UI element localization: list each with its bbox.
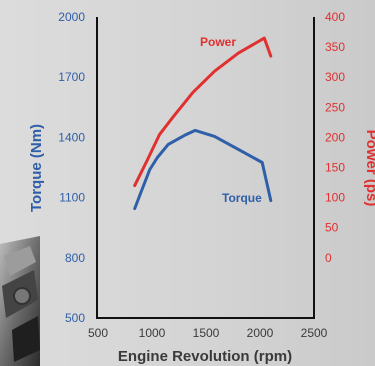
y-right-tick-label: 150 <box>325 161 345 175</box>
y-right-tick-label: 250 <box>325 100 345 114</box>
series-label-torque: Torque <box>222 191 262 205</box>
y-left-tick-label: 1400 <box>58 130 85 144</box>
y-left-tick-label: 1700 <box>58 70 85 84</box>
y-axis-title-right: Power (ps) <box>363 130 375 207</box>
x-tick-label: 2000 <box>247 326 274 340</box>
y-left-tick-label: 500 <box>65 311 85 325</box>
power-series-line <box>133 36 273 188</box>
series-label-power: Power <box>200 35 236 49</box>
y-right-tick-label: 300 <box>325 70 345 84</box>
x-tick-label: 500 <box>88 326 108 340</box>
x-tick-label: 1500 <box>193 326 220 340</box>
y-right-tick-label: 400 <box>325 10 345 24</box>
x-tick-label: 1000 <box>139 326 166 340</box>
x-axis-title: Engine Revolution (rpm) <box>118 348 292 365</box>
torque-series-line <box>133 128 273 211</box>
engine-photo <box>0 236 40 366</box>
y-right-tick-label: 200 <box>325 130 345 144</box>
y-right-tick-label: 350 <box>325 40 345 54</box>
x-tick-label: 2500 <box>301 326 328 340</box>
y-right-tick-label: 50 <box>325 221 339 235</box>
y-left-tick-label: 1100 <box>59 191 85 205</box>
y-left-tick-label: 2000 <box>58 10 85 24</box>
y-right-tick-label: 100 <box>325 191 345 205</box>
y-left-tick-label: 800 <box>65 251 85 265</box>
y-axis-title-left: Torque (Nm) <box>28 124 45 212</box>
y-right-tick-label: 0 <box>325 251 332 265</box>
